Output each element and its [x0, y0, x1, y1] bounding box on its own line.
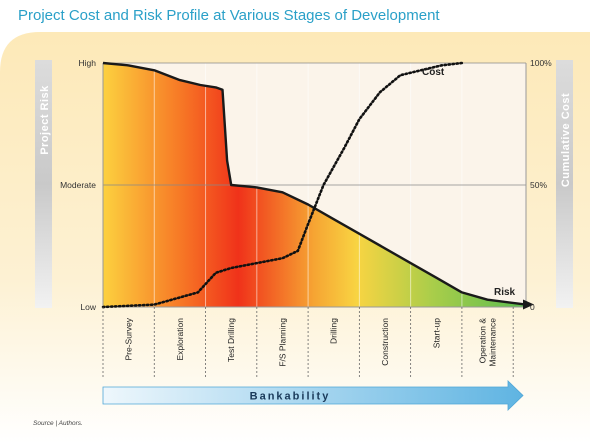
bankability-arrow	[102, 380, 524, 411]
stage-label: Start-up	[431, 318, 441, 349]
right-axis-band	[556, 60, 573, 308]
risk-annotation: Risk	[494, 287, 516, 298]
stage-label: Test Drilling	[226, 318, 236, 362]
left-axis-label: Project Risk	[39, 85, 51, 155]
stage-labels: Pre-Survey Exploration Test Drilling F/S Pl…	[102, 307, 514, 378]
left-tick-label: Low	[80, 302, 96, 312]
chart-title: Project Cost and Risk Profile at Various…	[18, 7, 440, 24]
axis-ticks: Low Moderate High 0 50% 100%	[60, 58, 552, 312]
right-tick-label: 100%	[530, 58, 552, 68]
right-axis-label: Cumulative Cost	[560, 93, 572, 187]
cost-annotation: Cost	[422, 67, 445, 78]
stage-label: Operation &Maintenance	[478, 318, 498, 367]
source-note: Source | Authors.	[33, 420, 83, 427]
right-tick-label: 0	[530, 302, 535, 312]
right-tick-label: 50%	[530, 180, 547, 190]
cost-line	[101, 61, 464, 309]
stage-label: Construction	[380, 318, 390, 366]
left-tick-label: High	[79, 58, 97, 68]
stage-label: Drilling	[329, 318, 339, 344]
left-tick-label: Moderate	[60, 180, 96, 190]
stage-label: F/S Planning	[277, 318, 287, 367]
risk-area	[103, 63, 526, 307]
risk-arrowhead	[523, 299, 534, 310]
stage-label: Pre-Survey	[124, 317, 134, 360]
bankability-label: Bankability	[250, 391, 331, 403]
left-axis-band	[35, 60, 52, 308]
risk-line	[102, 61, 527, 306]
stage-label: Exploration	[175, 318, 185, 361]
plot-area	[101, 61, 534, 310]
